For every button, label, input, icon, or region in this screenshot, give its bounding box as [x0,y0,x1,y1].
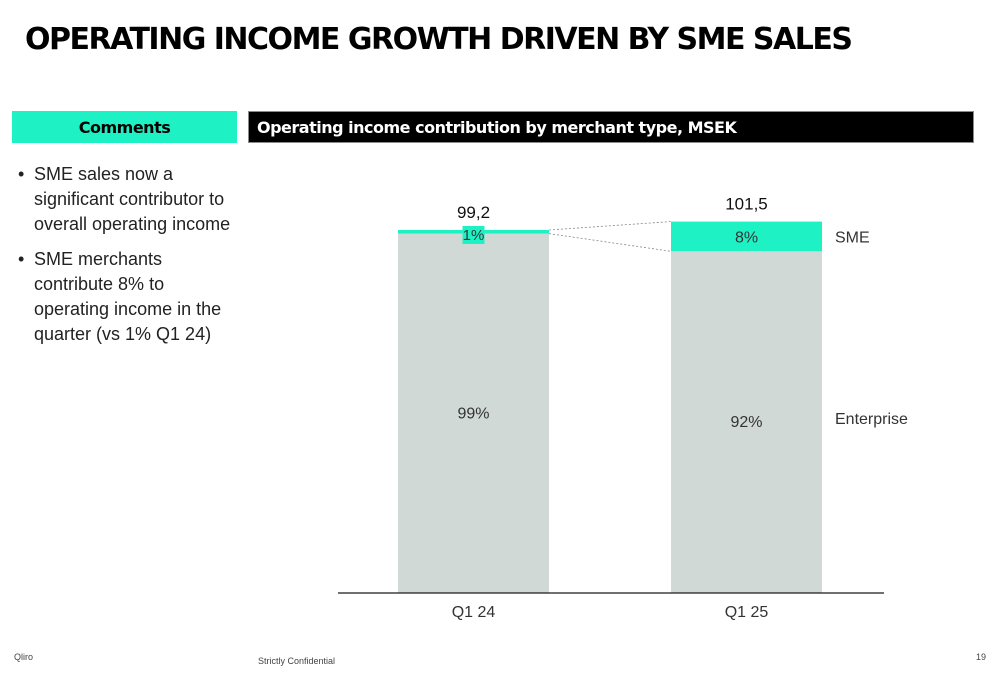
footer-brand: Qliro [14,652,34,662]
data-label-enterprise-1: 92% [730,414,762,431]
data-label-sme-bg-0 [462,226,485,244]
bar-sme-1 [671,221,822,252]
connector-line-top [548,221,672,231]
comment-bullet: SME sales now a significant contributor … [16,162,234,237]
page-title: OPERATING INCOME GROWTH DRIVEN BY SME SA… [25,22,853,57]
bar-enterprise-0 [398,233,549,593]
data-label-enterprise-0: 99% [457,405,489,422]
x-tick-label-1: Q1 25 [725,604,769,621]
comments-list: SME sales now a significant contributor … [16,162,234,357]
total-label-0: 99,2 [457,203,490,222]
x-tick-label-0: Q1 24 [452,604,496,621]
comment-bullet: SME merchants contribute 8% to operating… [16,247,234,347]
data-label-sme-1: 8% [735,229,758,246]
comments-header: Comments [12,111,237,143]
chart-title: Operating income contribution by merchan… [248,111,974,143]
connector-line-bottom [548,233,672,252]
legend-label-enterprise: Enterprise [835,411,908,428]
page-number: 19 [975,652,986,662]
bar-enterprise-1 [671,251,822,593]
footer-confidentiality: Strictly Confidential [258,656,336,666]
data-label-sme-0: 1% [463,227,485,244]
total-label-1: 101,5 [725,195,768,214]
legend-label-sme: SME [835,229,870,246]
